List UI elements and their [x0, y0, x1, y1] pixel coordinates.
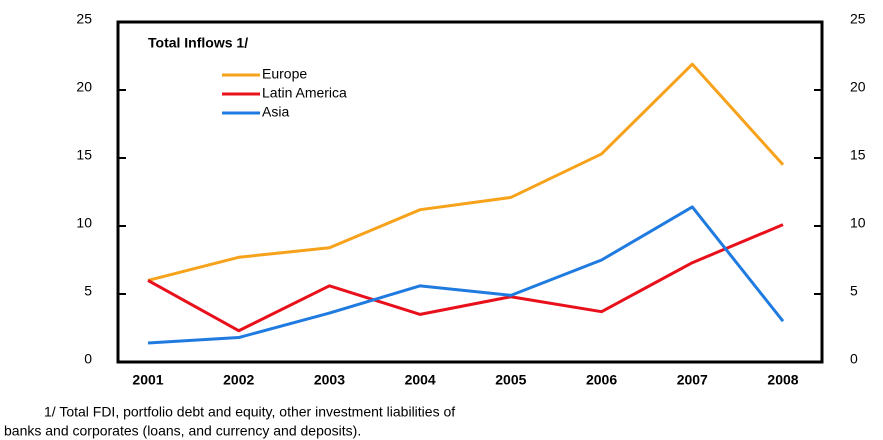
x-tick-label: 2007	[677, 372, 708, 388]
y2-tick-label: 5	[850, 283, 858, 299]
y-tick-label: 10	[76, 215, 92, 231]
y-tick-label: 25	[76, 11, 92, 27]
chart-subtitle: Total Inflows 1/	[148, 35, 248, 51]
legend-label: Europe	[262, 66, 307, 82]
y2-tick-label: 25	[850, 11, 866, 27]
y-tick-label: 20	[76, 79, 92, 95]
x-tick-label: 2003	[314, 372, 345, 388]
legend-label: Asia	[262, 104, 289, 120]
footnote: 1/ Total FDI, portfolio debt and equity,…	[44, 404, 455, 420]
y-tick-label: 15	[76, 147, 92, 163]
y2-tick-label: 20	[850, 79, 866, 95]
y-tick-label: 0	[84, 351, 92, 367]
y-tick-label: 5	[84, 283, 92, 299]
footnote: banks and corporates (loans, and currenc…	[4, 423, 361, 439]
y2-tick-label: 15	[850, 147, 866, 163]
x-tick-label: 2006	[586, 372, 617, 388]
series-line	[147, 62, 785, 282]
x-tick-label: 2001	[132, 372, 163, 388]
x-tick-label: 2008	[767, 372, 798, 388]
plot-frame	[116, 20, 824, 364]
y2-tick-label: 0	[850, 351, 858, 367]
x-tick-label: 2004	[405, 372, 436, 388]
y2-tick-label: 10	[850, 215, 866, 231]
series-line	[147, 223, 784, 333]
x-tick-label: 2002	[223, 372, 254, 388]
series-line	[147, 205, 785, 345]
x-tick-label: 2005	[495, 372, 526, 388]
legend-label: Latin America	[262, 85, 347, 101]
